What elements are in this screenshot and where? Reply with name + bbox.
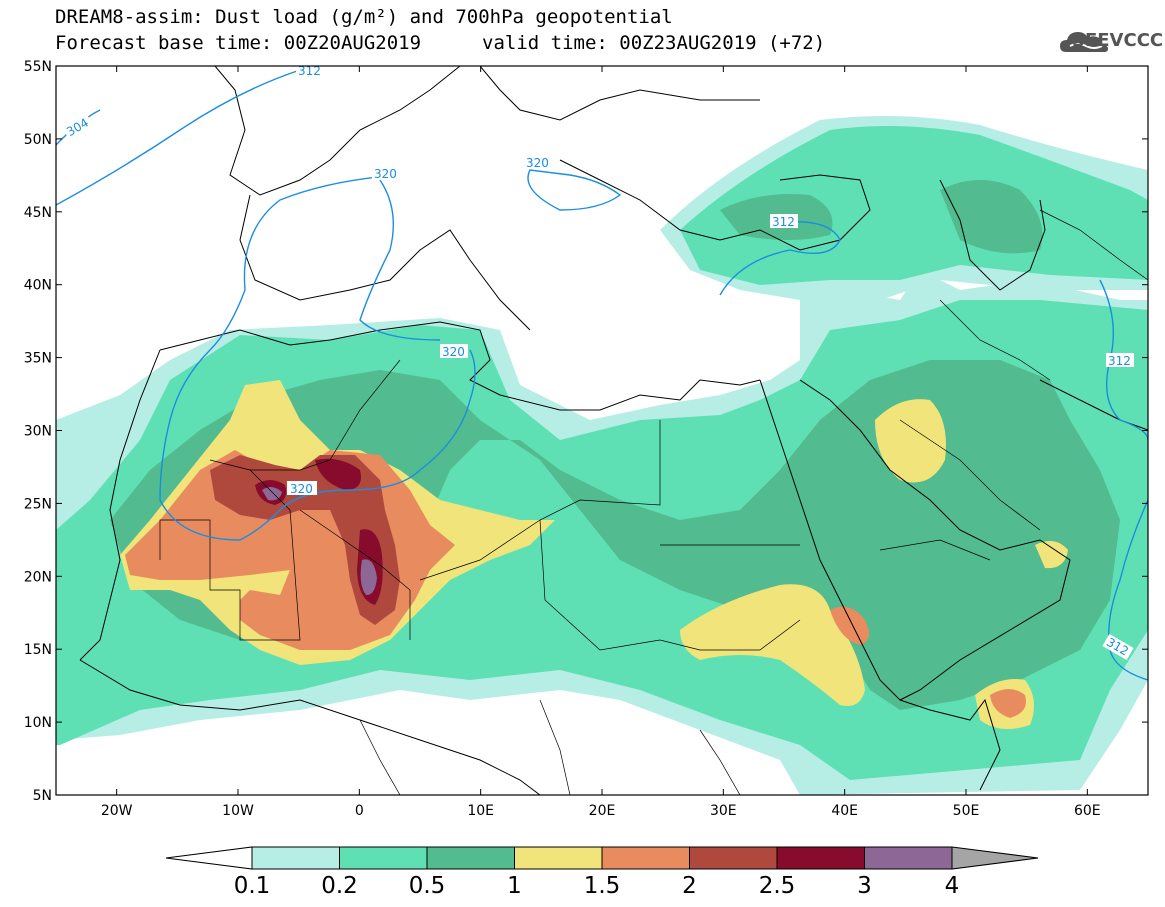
contour-label: 320 [290,482,313,496]
lat-label: 25N [24,496,52,512]
dust-level-2 [210,455,400,625]
cloud-logo-icon [1060,32,1108,52]
colorbar-swatch [776,846,865,870]
map-area: 312 304 320 320 320 312 320 312 312 [56,64,1148,795]
lon-label: 10E [467,803,494,819]
colorbar-swatch [514,846,603,870]
lon-label: 20W [101,803,133,819]
colorbar-swatch [689,846,778,870]
contour-label: 312 [1108,354,1131,368]
dust-level-0-5-caspian [940,180,1043,254]
contour-label: 312 [772,215,795,229]
dust-level-1-5-somalia [990,689,1026,718]
lat-label: 10N [24,715,52,731]
colorbar-label: 3 [857,873,872,899]
colorbar-label: 1 [507,873,522,899]
lon-label: 60E [1074,803,1101,819]
lon-label: 0 [355,803,364,819]
colorbar: 0.1 0.2 0.5 1 1.5 2 2.5 3 4 [165,846,1039,899]
lon-label: 20E [589,803,616,819]
dust-level-1-sudan [680,584,865,706]
contour-label: 320 [374,167,397,181]
colorbar-label: 0.1 [234,873,271,899]
colorbar-label: 2 [682,873,697,899]
lon-label: 10W [222,803,254,819]
colorbar-label: 1.5 [584,873,621,899]
lon-label: 30E [710,803,737,819]
title-line-2: Forecast base time: 00Z20AUG2019 [55,32,422,54]
valid-time: valid time: 00Z23AUG2019 (+72) [482,32,826,54]
colorbar-swatch [601,846,690,870]
lat-label: 45N [24,205,52,221]
map-axes: 55N 50N 45N 40N 35N 30N 25N 20N 15N 10N 5N 20W 10W 0 1… [24,59,1148,819]
lat-label: 40N [24,278,52,294]
country-borders [159,209,1148,795]
dust-level-1-oman [1035,541,1068,569]
coastlines [79,66,1148,795]
contour-label: 320 [442,345,465,359]
colorbar-swatch [251,846,340,870]
lat-label: 35N [24,351,52,367]
lat-label: 5N [33,788,52,804]
colorbar-label: 4 [945,873,960,899]
lat-label: 15N [24,642,52,658]
colorbar-high-arrow [951,846,1039,870]
colorbar-swatch [864,846,953,870]
dust-level-3 [262,486,377,596]
contour-label: 312 [298,64,321,78]
colorbar-swatch [339,846,428,870]
colorbar-label: 0.2 [321,873,358,899]
lon-label: 40E [831,803,858,819]
dust-level-1-arabia [875,399,946,483]
colorbar-label: 0.5 [409,873,446,899]
colorbar-low-arrow [165,846,253,870]
title-line-1: DREAM8-assim: Dust load (g/m²) and 700hP… [55,6,673,28]
contour-label: 320 [526,156,549,170]
lat-label: 30N [24,424,52,440]
lon-label: 50E [953,803,980,819]
colorbar-swatch [426,846,515,870]
dust-level-0-5 [110,360,1120,710]
lat-label: 55N [24,59,52,75]
dust-level-1-5-eritrea [830,606,869,645]
geopotential-contours [56,69,1148,681]
lat-label: 50N [24,132,52,148]
logo-text: SEEVCCC [1072,30,1164,51]
lat-label: 20N [24,569,52,585]
colorbar-label: 2.5 [759,873,796,899]
